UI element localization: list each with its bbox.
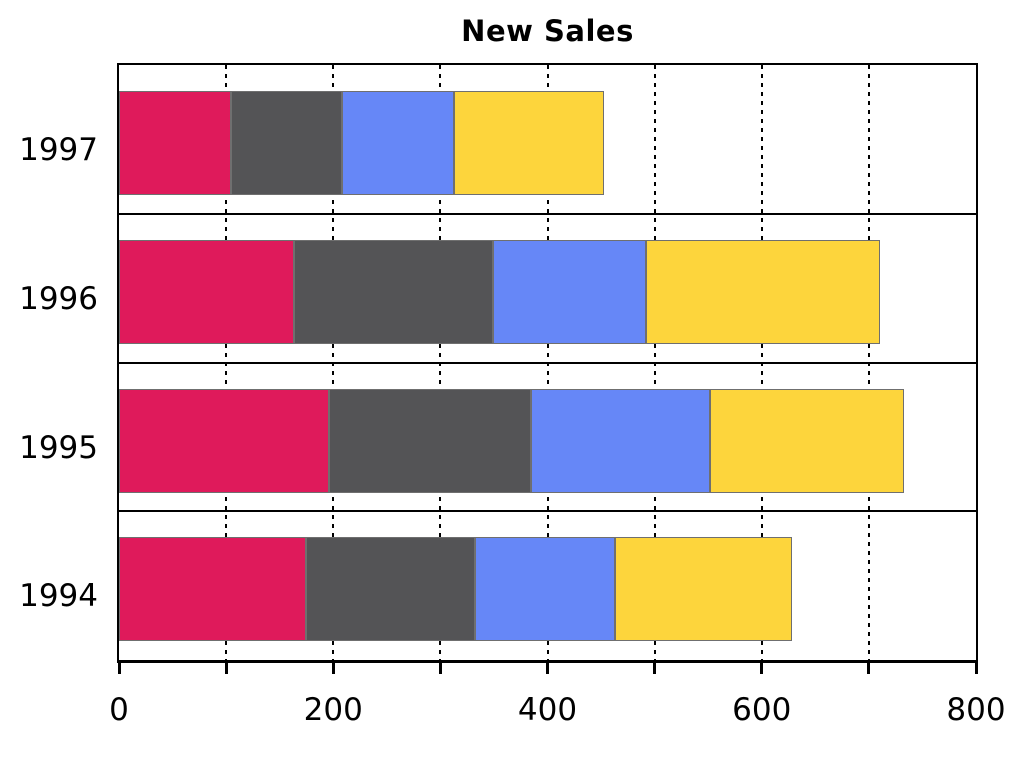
bar-1994-segment-blue [474,537,615,642]
bar-1996 [119,239,976,344]
bar-1995-segment-blue [531,388,711,493]
x-tick-label-200: 200 [303,692,363,728]
x-axis-tick-100 [224,663,228,674]
bar-1994-segment-crimson [119,537,307,642]
x-tick-label-400: 400 [517,692,578,728]
bar-1995 [119,388,976,493]
x-tick-label-0: 0 [109,692,129,728]
bar-1994 [119,537,976,642]
bar-1996-segment-crimson [119,239,294,344]
bar-1997 [119,91,976,195]
row-separator-3 [119,510,976,513]
x-axis-tick-400 [546,663,549,674]
chart-title: New Sales [461,14,634,48]
x-axis-tick-600 [760,663,764,674]
y-tick-label-1995: 1995 [19,429,98,466]
bar-1995-segment-dark-gray [328,388,532,493]
x-axis-tick-800 [974,663,978,674]
x-tick-label-600: 600 [732,692,792,728]
bar-1996-segment-blue [492,239,647,344]
x-axis-tick-200 [331,663,335,674]
x-axis-tick-700 [867,663,871,674]
bar-1994-segment-dark-gray [306,537,475,642]
bar-1995-segment-yellow [710,388,905,493]
bar-1997-segment-dark-gray [231,91,342,195]
bar-1996-segment-dark-gray [293,239,493,344]
bar-1996-segment-yellow [646,239,880,344]
x-axis-tick-300 [438,663,442,674]
y-tick-label-1997: 1997 [19,132,98,168]
row-separator-2 [119,361,976,364]
bar-1997-segment-blue [341,91,455,195]
bar-1994-segment-yellow [614,537,792,642]
bar-1995-segment-crimson [119,388,329,493]
x-axis-tick-0 [117,663,121,674]
plot-area [117,63,978,663]
bar-1997-segment-crimson [119,91,232,195]
x-tick-label-800: 800 [946,692,1006,728]
y-tick-label-1994: 1994 [19,578,98,615]
row-separator-1 [119,212,976,215]
x-axis-tick-500 [653,663,657,674]
y-tick-label-1996: 1996 [19,280,98,317]
bar-1997-segment-yellow [454,91,605,195]
